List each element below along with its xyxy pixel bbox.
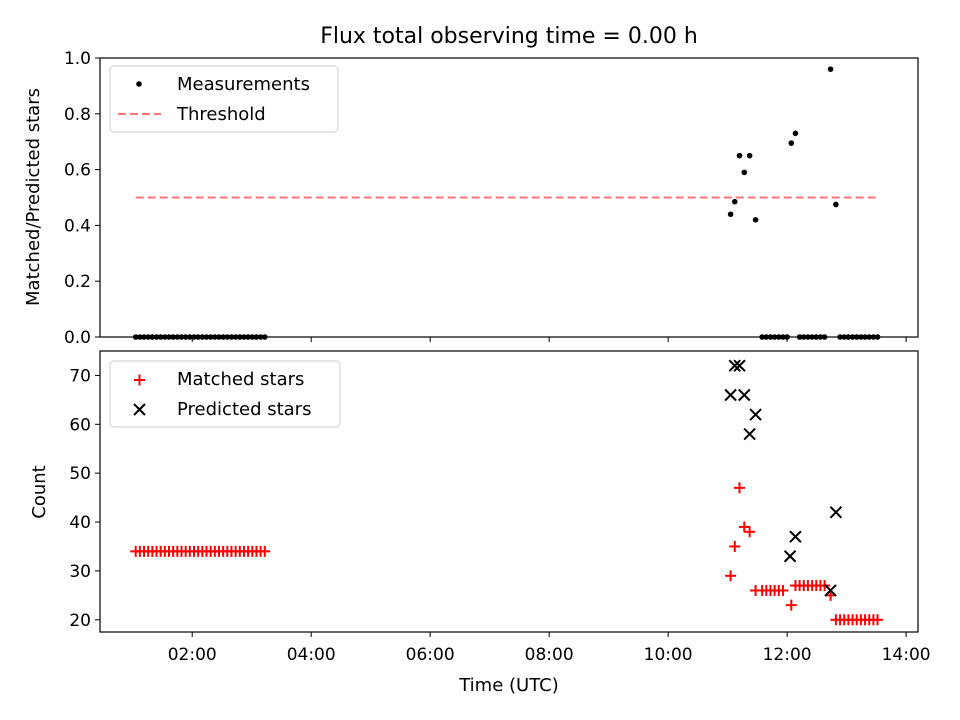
measurement-point [833, 201, 839, 208]
count-y-tick-label: 20 [69, 611, 91, 631]
ratio-y-tick-label: 0.6 [64, 161, 91, 181]
count-y-tick-label: 30 [69, 562, 91, 582]
legend-threshold-label: Threshold [176, 104, 266, 125]
ratio-y-tick-label: 0.2 [64, 272, 91, 292]
ratio-y-ticks: 0.0 0.2 0.4 0.6 0.8 1.0 [64, 49, 100, 348]
ratio-y-tick-label: 1.0 [64, 49, 91, 69]
x-tick-label: 08:00 [525, 645, 574, 665]
matched-star-point [259, 545, 271, 557]
matched-star-point [729, 540, 741, 552]
x-tick-label: 10:00 [644, 645, 693, 665]
legend-matched-marker [134, 374, 145, 386]
legend-measurements-marker [136, 81, 142, 87]
predicted-star-point [743, 427, 756, 441]
x-tick-label: 04:00 [287, 645, 336, 665]
matched-star-point [738, 521, 750, 533]
measurement-point [788, 140, 795, 146]
ratio-legend: Measurements Threshold [109, 65, 339, 133]
x-tick-label: 12:00 [763, 645, 812, 665]
predicted-star-point [724, 388, 737, 402]
count-y-tick-label: 40 [69, 513, 91, 533]
chart-title: Flux total observing time = 0.00 h [320, 24, 698, 49]
ratio-x-ticks [191, 337, 907, 342]
count-y-ticks: 20 30 40 50 60 70 [69, 366, 100, 631]
legend-predicted-marker [133, 403, 146, 416]
count-y-tick-label: 70 [69, 366, 91, 386]
ratio-y-axis-label: Matched/Predicted stars [23, 88, 44, 306]
predicted-star-point [824, 584, 837, 597]
count-legend: Matched stars Predicted stars [109, 360, 341, 428]
measurement-point [827, 66, 834, 72]
ratio-y-tick-label: 0.8 [64, 105, 91, 125]
count-y-tick-label: 60 [69, 415, 91, 435]
ratio-y-tick-label: 0.0 [64, 328, 91, 348]
matched-star-point [872, 614, 884, 626]
x-tick-label: 06:00 [406, 645, 455, 665]
predicted-star-point [728, 359, 741, 372]
legend-measurements-label: Measurements [177, 74, 310, 95]
predicted-star-point [738, 388, 751, 402]
legend-matched-label: Matched stars [177, 369, 304, 390]
predicted-star-point [829, 506, 843, 519]
x-tick-label: 14:00 [882, 645, 931, 665]
matched-star-point [725, 570, 737, 582]
predicted-star-point [783, 550, 797, 563]
matched-star-point [744, 526, 756, 538]
predicted-star-point [789, 530, 802, 543]
matched-star-point [785, 599, 797, 611]
predicted-star-point [733, 359, 746, 372]
count-y-axis-label: Count [29, 465, 50, 518]
count-y-tick-label: 50 [69, 464, 91, 484]
ratio-panel: 0.0 0.2 0.4 0.6 0.8 1.0 Matched/Predicted sta… [23, 49, 919, 348]
measurement-point [731, 198, 738, 205]
count-panel: 20 30 40 50 60 70 02:00 04:00 06:00 08:00 10:00 12… [29, 350, 931, 696]
ratio-legend-box [109, 65, 339, 133]
count-panel-frame [99, 350, 919, 633]
predicted-star-point [749, 408, 762, 421]
ratio-panel-frame [99, 57, 919, 338]
count-legend-box [109, 360, 341, 428]
matched-star-point [734, 482, 746, 494]
matched-star-point [777, 584, 789, 596]
legend-predicted-label: Predicted stars [177, 399, 311, 420]
ratio-y-tick-label: 0.4 [64, 216, 91, 236]
x-tick-label: 02:00 [168, 645, 217, 665]
measurement-point [736, 152, 743, 159]
measurement-point [792, 130, 799, 137]
measurement-point [741, 169, 748, 176]
x-axis-label: Time (UTC) [458, 675, 559, 696]
measurement-point [727, 211, 734, 218]
count-marks [130, 359, 884, 626]
count-x-ticks: 02:00 04:00 06:00 08:00 10:00 12:00 14:00 [168, 632, 931, 665]
measurement-point [746, 152, 753, 159]
measurement-point [752, 217, 759, 223]
